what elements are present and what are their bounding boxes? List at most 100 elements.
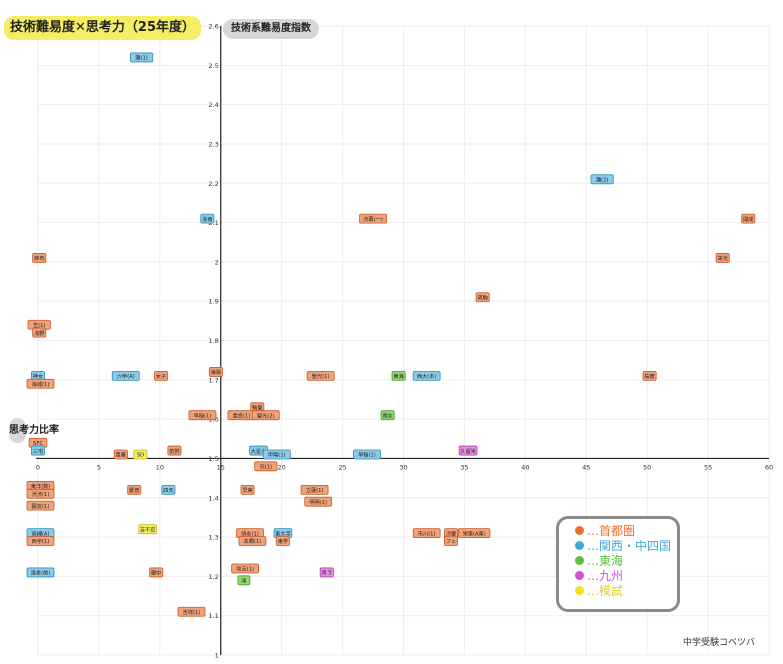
data-point-label: 本郷(1) <box>244 537 262 545</box>
y-tick-label: 1.2 <box>208 573 218 581</box>
data-point-box <box>254 461 278 472</box>
data-point-label: 三宅 <box>33 447 43 455</box>
data-point-box <box>26 567 55 578</box>
data-point-box <box>200 213 215 224</box>
data-point-label: 筑附 <box>169 447 179 455</box>
x-tick-label: 15 <box>217 463 225 471</box>
data-point-label: 浅野 <box>34 329 45 337</box>
data-point-label: 聖光(1) <box>312 372 330 380</box>
data-point-label: 吉祥(1) <box>183 608 201 616</box>
data-point-label: 東海 <box>393 372 403 380</box>
x-tick-label: 55 <box>704 463 712 471</box>
x-tick-label: 40 <box>521 463 529 471</box>
data-point-box <box>319 567 334 578</box>
data-point-box <box>304 496 333 507</box>
data-point-label: 渋慶 <box>446 529 456 537</box>
y-tick-label: 2.3 <box>208 140 218 148</box>
data-point-label: 慶普 <box>129 486 139 494</box>
y-tick-label: 1.5 <box>208 455 218 463</box>
data-point-box <box>444 536 459 546</box>
y-tick-label: 2 <box>215 258 219 266</box>
data-point-box <box>26 488 55 499</box>
data-point-label: 聖光(2) <box>257 411 275 419</box>
legend-label: …関西・中四国 <box>587 539 672 553</box>
data-point-label: 西宇(1) <box>32 537 50 545</box>
x-tick-label: 5 <box>97 463 101 471</box>
data-point-label: 芝(1) <box>33 321 46 329</box>
data-point-box <box>300 484 329 495</box>
data-point-box <box>275 536 290 546</box>
data-point-label: 攻玉(1) <box>236 565 254 573</box>
data-point-box <box>251 410 280 421</box>
legend: …首都圏 …関西・中四国 …東海 …九州 …模試 <box>556 516 680 612</box>
legend-item-kyushu: …九州 <box>559 568 677 583</box>
legend-item-shutoken: …首都圏 <box>559 523 677 538</box>
x-tick-label: 0 <box>36 463 40 471</box>
data-point-label: 駒東 <box>252 404 262 412</box>
x-axis-label: 技術系難易度指数 <box>223 19 319 39</box>
legend-dot-tokai <box>575 556 584 565</box>
y-tick-label: 2.2 <box>208 180 218 188</box>
data-point-label: 東大寺 <box>275 529 291 537</box>
data-point-box <box>412 370 441 381</box>
data-point-box <box>113 449 128 460</box>
data-point-label: 神女 <box>33 372 43 380</box>
data-point-box <box>111 370 140 381</box>
x-tick-label: 60 <box>765 463 773 471</box>
data-point-box <box>590 174 614 185</box>
data-point-box <box>154 370 169 381</box>
data-point-box <box>161 484 176 495</box>
data-point-box <box>237 575 251 586</box>
y-tick-label: 1.3 <box>208 534 218 542</box>
data-point-box <box>391 370 406 381</box>
x-tick-label: 25 <box>338 463 346 471</box>
data-point-box <box>715 253 730 263</box>
data-point-label: 東学 <box>278 537 288 545</box>
x-tick-label: 45 <box>582 463 590 471</box>
data-point-box <box>26 378 55 389</box>
data-point-label: 灘(1) <box>135 54 148 62</box>
data-point-label: 麻布 <box>34 254 44 262</box>
data-point-label: 鷗友(1) <box>32 502 50 510</box>
data-point-label: 栄東(A東) <box>463 529 486 537</box>
data-point-label: SD <box>137 453 144 459</box>
data-point-label: 明明(1) <box>309 499 327 506</box>
x-tick-label: 50 <box>643 463 651 471</box>
data-point-box <box>177 606 206 617</box>
data-point-label: 市川(1) <box>418 529 436 537</box>
y-axis-label: 思考力比率 <box>9 418 59 443</box>
data-point-label: 栄光 <box>718 254 728 262</box>
data-point-box <box>26 536 55 546</box>
data-point-label: 灘(2) <box>596 176 609 184</box>
data-point-box <box>262 449 291 460</box>
legend-label: …九州 <box>587 569 624 583</box>
data-point-box <box>412 528 441 539</box>
legend-label: …首都圏 <box>587 524 636 538</box>
data-point-label: 豊島(1) <box>233 411 251 419</box>
data-point-label: 高槻(A) <box>32 529 50 537</box>
data-point-box <box>457 528 491 539</box>
legend-dot-shutoken <box>575 526 584 535</box>
data-point-label: 早稲(1) <box>358 451 376 459</box>
data-point-label: 筑駒 <box>477 293 487 301</box>
data-point-box <box>458 445 478 456</box>
data-point-box <box>238 536 267 546</box>
data-point-label: 女子 <box>156 372 166 380</box>
y-tick-label: 1 <box>215 652 219 660</box>
data-point-box <box>475 292 490 303</box>
data-point-label: 桜蔭 <box>644 372 655 380</box>
legend-item-moshi: …模試 <box>559 583 677 598</box>
y-tick-label: 2.5 <box>208 62 218 70</box>
data-point-label: 西大(本) <box>417 372 437 380</box>
data-point-label: 東洋(数) <box>31 482 51 490</box>
data-point-box <box>353 449 381 460</box>
y-tick-label: 2.4 <box>208 101 218 109</box>
data-point-label: 渋渋(1) <box>32 490 50 498</box>
x-tick-label: 10 <box>156 463 164 471</box>
data-point-box <box>149 567 164 578</box>
data-point-label: 須永(1) <box>241 529 259 537</box>
data-point-label: 海陽 <box>211 368 221 376</box>
data-point-label: フェ <box>446 538 456 545</box>
x-tick-label: 30 <box>399 463 407 471</box>
